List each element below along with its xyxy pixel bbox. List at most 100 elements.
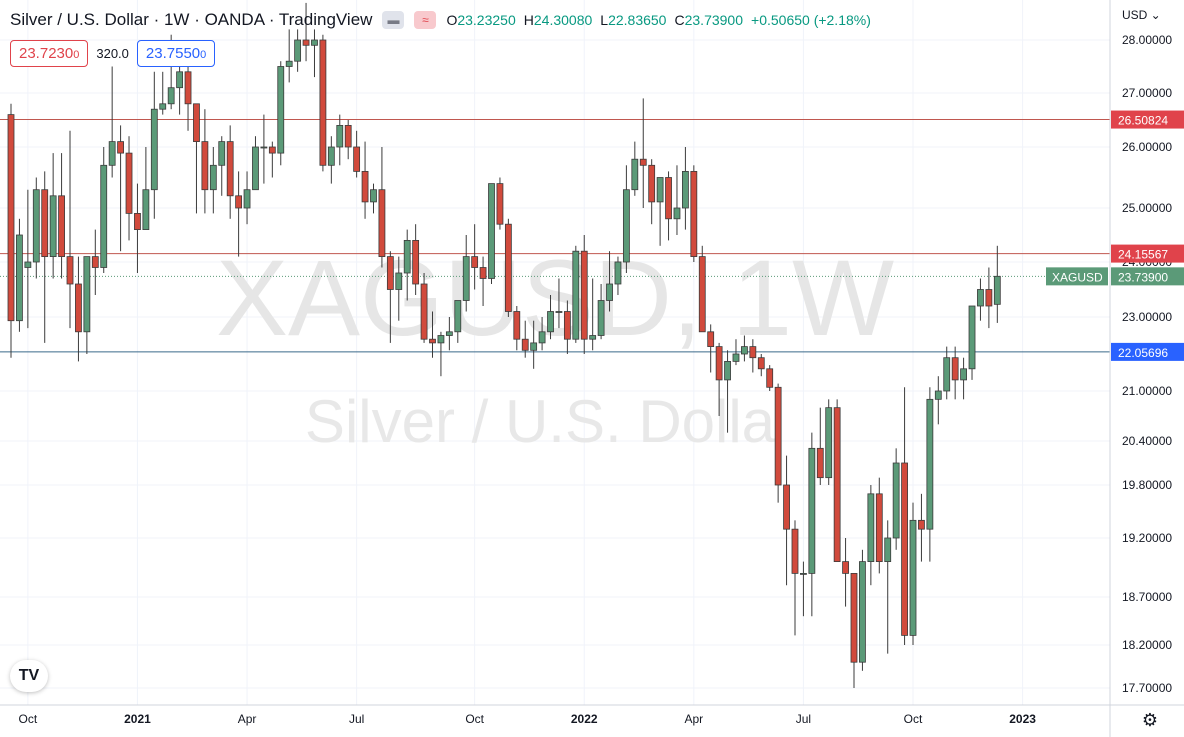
symbol-title[interactable]: Silver / U.S. Dollar · 1W · OANDA · Trad…: [10, 10, 373, 29]
candle-body: [277, 66, 285, 154]
candle-body: [471, 256, 479, 268]
buy-price: 23.7550: [145, 45, 201, 62]
y-tick-label: 17.70000: [1122, 681, 1172, 695]
x-tick-label: Oct: [465, 712, 484, 726]
hide-indicator-icon[interactable]: ▬: [382, 11, 405, 29]
candle-body: [631, 158, 639, 191]
candle-body: [462, 256, 470, 301]
y-tick-label: 21.00000: [1122, 384, 1172, 398]
candle-body: [622, 189, 630, 263]
last-price-label: 23.73900: [1118, 270, 1168, 284]
candle-body: [150, 108, 158, 191]
candle-body: [968, 305, 976, 370]
candle-body: [108, 141, 116, 166]
candle-body: [698, 256, 706, 333]
candle-body: [66, 256, 74, 285]
price-label-bg: [1111, 342, 1184, 361]
candle-body: [370, 189, 377, 203]
candle-body: [7, 114, 15, 322]
candle-body: [24, 261, 32, 268]
candle-body: [445, 331, 453, 336]
candle-body: [125, 152, 133, 214]
candle-body: [386, 256, 394, 290]
buy-button[interactable]: 23.75500: [136, 40, 216, 67]
candle-body: [49, 195, 57, 258]
horizontal-line-price-label: 26.50824: [1118, 114, 1168, 128]
candle-body: [943, 357, 951, 392]
candle-body: [159, 103, 167, 110]
y-tick-label: 20.40000: [1122, 434, 1172, 448]
candle-body: [142, 189, 150, 230]
candle-body: [75, 283, 82, 333]
candle-body: [260, 146, 268, 149]
candle-body: [715, 346, 723, 381]
candle-body: [665, 177, 672, 220]
candle-body: [757, 357, 765, 370]
trade-panel: 23.72300 320.0 23.75500: [10, 40, 216, 67]
candle-body: [926, 398, 934, 530]
candle-body: [91, 256, 99, 268]
candle-body: [209, 164, 217, 191]
candle-body: [504, 223, 512, 312]
candle-body: [597, 300, 605, 336]
wave-icon[interactable]: ≈: [414, 11, 437, 29]
price-label-bg: [1111, 244, 1184, 263]
x-tick-label: Jul: [349, 712, 364, 726]
price-axis[interactable]: 28.0000027.0000026.0000025.0000024.00000…: [1122, 33, 1172, 695]
spread-value: 320.0: [96, 46, 129, 61]
candle-body: [901, 462, 908, 636]
candle-body: [167, 87, 175, 105]
candle-body: [707, 331, 715, 347]
candle-body: [201, 141, 209, 191]
horizontal-lines[interactable]: [0, 119, 1110, 353]
candle-body: [361, 170, 369, 203]
candle-body: [766, 368, 774, 388]
y-tick-label: 26.00000: [1122, 140, 1172, 154]
candle-body: [58, 195, 65, 258]
currency-selector[interactable]: USD ⌄: [1122, 8, 1161, 22]
sell-button[interactable]: 23.72300: [10, 40, 89, 67]
candle-body: [488, 183, 495, 279]
y-tick-label: 18.70000: [1122, 590, 1172, 604]
candle-body: [639, 158, 647, 166]
candle-body: [825, 407, 833, 479]
candle-body: [513, 311, 521, 340]
candle-body: [496, 183, 504, 225]
x-tick-label: 2022: [571, 712, 598, 726]
chart-header: Silver / U.S. Dollar · 1W · OANDA · Trad…: [10, 8, 871, 32]
x-tick-label: Oct: [19, 712, 38, 726]
y-tick-label: 25.00000: [1122, 201, 1172, 215]
candle-body: [319, 39, 327, 166]
candle-body: [530, 342, 538, 351]
high-value: 24.30080: [533, 12, 593, 28]
time-axis[interactable]: Oct 2021 Apr Jul Oct 2022 Apr Jul Oct 2023: [19, 712, 1037, 726]
candle-body: [16, 234, 23, 322]
candle-body: [951, 357, 959, 381]
candle-body: [547, 311, 554, 333]
candle-body: [521, 338, 529, 351]
watermark-symbol: XAGUSD, 1W: [216, 237, 894, 358]
candle-body: [875, 493, 883, 563]
candle-body: [344, 125, 352, 148]
candle-body: [538, 331, 546, 344]
candle-body: [193, 103, 200, 143]
candle-body: [648, 164, 656, 203]
candle-body: [218, 141, 226, 166]
candle-body: [555, 311, 563, 313]
candle-body: [749, 346, 757, 359]
candle-body: [252, 146, 259, 191]
candle-body: [117, 141, 124, 154]
candle-body: [302, 39, 310, 46]
candle-body: [176, 71, 184, 89]
candle-body: [437, 335, 445, 344]
candle-body: [572, 250, 580, 340]
candle-body: [842, 561, 849, 574]
candle-body: [268, 146, 276, 154]
gear-icon[interactable]: ⚙: [1141, 710, 1159, 730]
candle-body: [479, 267, 487, 279]
horizontal-line-price-label: 24.15567: [1118, 248, 1168, 262]
tradingview-logo-icon[interactable]: TV: [10, 660, 48, 692]
close-label: C: [674, 12, 685, 28]
x-tick-label: 2021: [124, 712, 151, 726]
